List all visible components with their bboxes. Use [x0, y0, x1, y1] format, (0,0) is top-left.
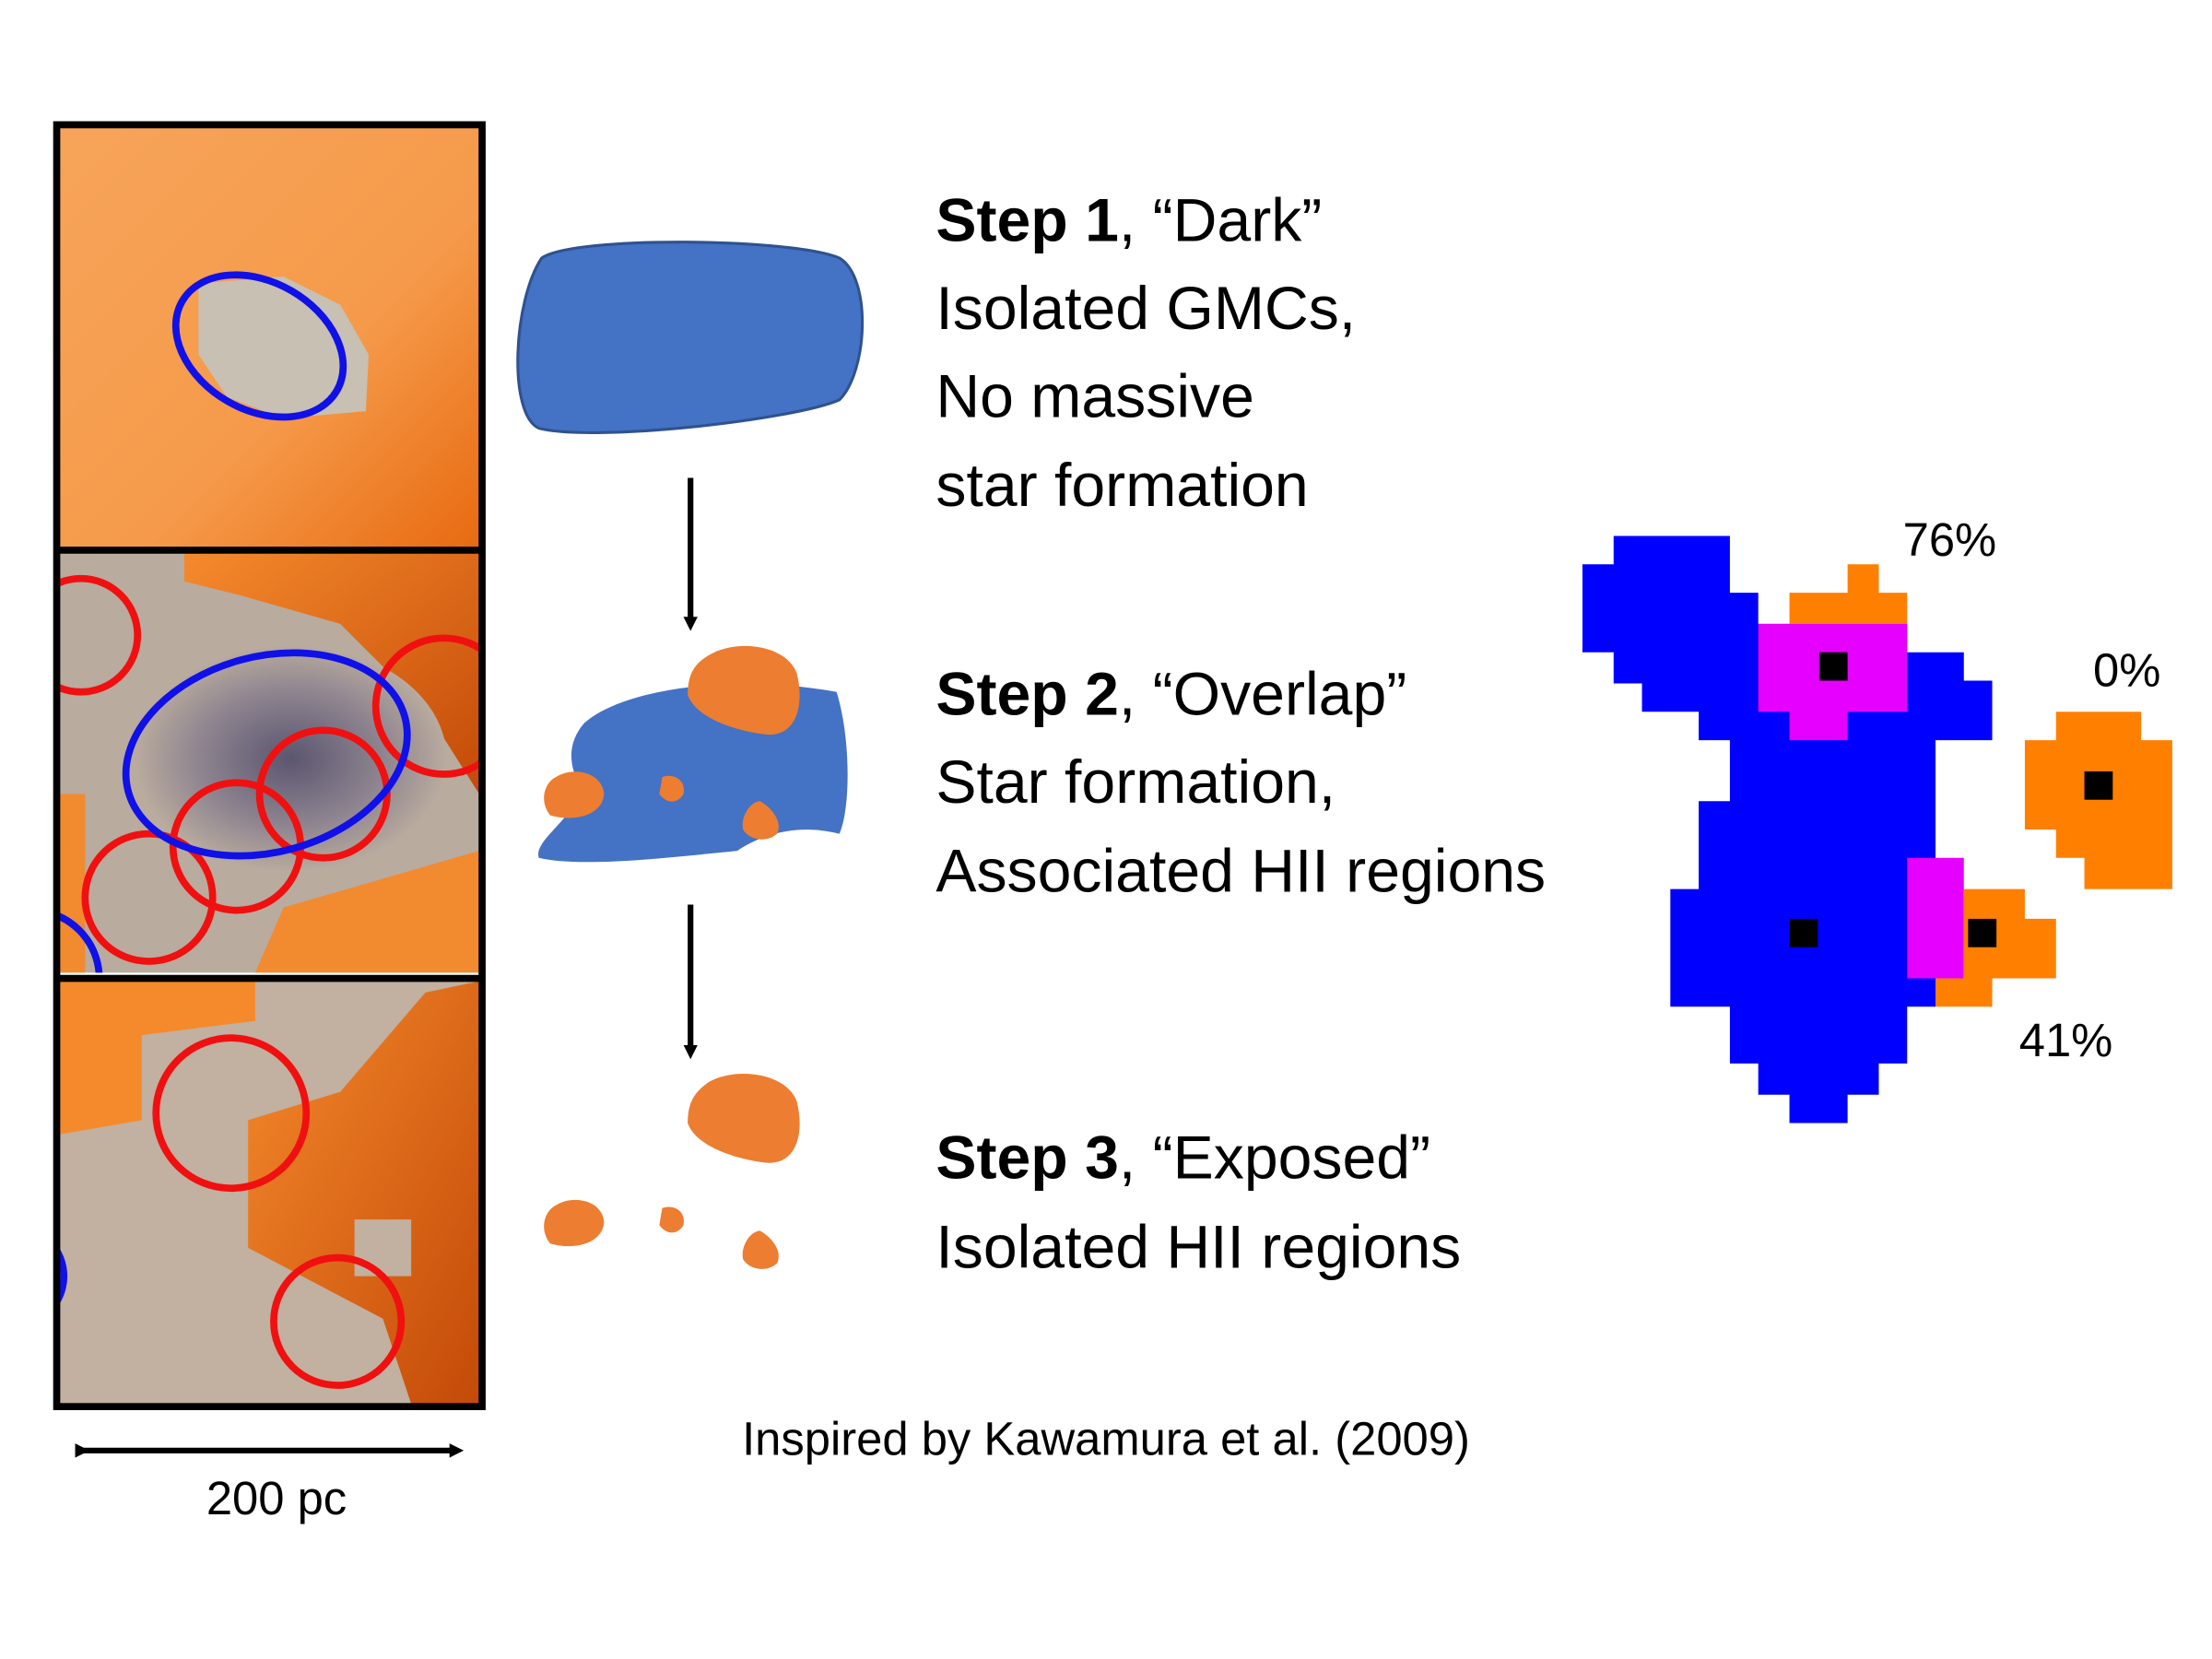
gmc-shape [516, 241, 865, 434]
step-title: Step 1, “Dark” [935, 187, 1322, 255]
step-name: , “Dark” [1119, 187, 1322, 255]
step-label: Step 2 [935, 660, 1119, 728]
panel-frames [53, 121, 486, 1410]
panel-exposed [59, 981, 479, 1405]
step-line: star formation [935, 452, 1308, 520]
step-line: No massive [935, 362, 1254, 430]
pixel-map [1582, 535, 2172, 1124]
step-name: , “Overlap” [1119, 660, 1406, 728]
panel-dark [59, 127, 479, 547]
step-label: Step 3 [935, 1124, 1119, 1192]
overlap-label: 0% [2093, 644, 2160, 697]
step-label: Step 1 [935, 187, 1119, 255]
overlap-label: 76% [1903, 513, 1997, 566]
scale-label: 200 pc [206, 1472, 347, 1524]
credit: Inspired by Kawamura et al. (2009) [742, 1412, 1470, 1465]
step-line: Associated HII regions [935, 838, 1546, 906]
step-line: Star formation, [935, 748, 1335, 817]
panel-overlap [59, 553, 479, 973]
overlap-label: 41% [2019, 1014, 2113, 1066]
step-title: Step 2, “Overlap” [935, 660, 1406, 728]
exposed-shapes [544, 1074, 800, 1269]
step-title: Step 3, “Exposed” [935, 1124, 1430, 1192]
step-line: Isolated HII regions [935, 1213, 1461, 1281]
step-line: Isolated GMCs, [935, 275, 1356, 343]
step-name: , “Exposed” [1119, 1124, 1430, 1192]
overlap-shapes [538, 645, 848, 863]
